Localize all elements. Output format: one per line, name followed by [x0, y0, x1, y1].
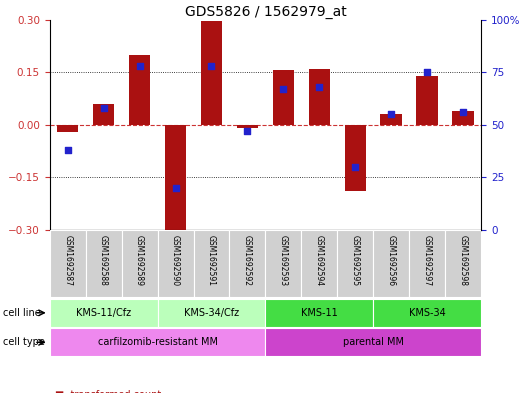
Text: GSM1692589: GSM1692589	[135, 235, 144, 286]
Bar	[345, 125, 366, 191]
Point	[459, 109, 468, 115]
Bar	[272, 70, 294, 125]
Bar	[266, 328, 481, 356]
Bar	[157, 299, 265, 327]
Point	[387, 111, 395, 118]
Bar	[201, 21, 222, 125]
Text: GSM1692590: GSM1692590	[171, 235, 180, 286]
Point	[243, 128, 252, 134]
Text: carfilzomib-resistant MM: carfilzomib-resistant MM	[98, 337, 218, 347]
Bar	[121, 230, 157, 297]
Point	[172, 185, 180, 191]
Bar	[93, 104, 115, 125]
Bar	[452, 111, 474, 125]
Bar	[445, 230, 481, 297]
Text: KMS-34: KMS-34	[409, 308, 446, 318]
Text: GSM1692591: GSM1692591	[207, 235, 216, 286]
Bar	[86, 230, 121, 297]
Bar	[416, 76, 438, 125]
Bar	[129, 55, 151, 125]
Bar	[165, 125, 186, 231]
Text: GSM1692587: GSM1692587	[63, 235, 72, 286]
Bar	[194, 230, 230, 297]
Point	[279, 86, 288, 92]
Text: KMS-34/Cfz: KMS-34/Cfz	[184, 308, 239, 318]
Text: KMS-11/Cfz: KMS-11/Cfz	[76, 308, 131, 318]
Point	[315, 84, 324, 90]
Text: ■  transformed count: ■ transformed count	[55, 390, 161, 393]
Bar	[337, 230, 373, 297]
Text: GSM1692593: GSM1692593	[279, 235, 288, 286]
Text: parental MM: parental MM	[343, 337, 404, 347]
Text: cell type: cell type	[3, 337, 44, 347]
Text: GSM1692596: GSM1692596	[387, 235, 396, 286]
Text: cell line: cell line	[3, 308, 40, 318]
Bar	[50, 230, 86, 297]
Text: GSM1692598: GSM1692598	[459, 235, 468, 286]
Bar	[236, 125, 258, 128]
Bar	[57, 125, 78, 132]
Bar	[373, 230, 409, 297]
Bar	[266, 230, 301, 297]
Bar	[373, 299, 481, 327]
Point	[135, 63, 144, 69]
Bar	[50, 299, 157, 327]
Title: GDS5826 / 1562979_at: GDS5826 / 1562979_at	[185, 5, 346, 18]
Bar	[301, 230, 337, 297]
Text: GSM1692588: GSM1692588	[99, 235, 108, 286]
Bar	[309, 69, 330, 125]
Bar	[230, 230, 266, 297]
Bar	[409, 230, 445, 297]
Point	[423, 69, 431, 75]
Text: GSM1692597: GSM1692597	[423, 235, 431, 286]
Point	[99, 105, 108, 111]
Text: GSM1692594: GSM1692594	[315, 235, 324, 286]
Bar	[157, 230, 194, 297]
Bar	[50, 328, 266, 356]
Bar	[380, 114, 402, 125]
Point	[207, 63, 215, 69]
Text: KMS-11: KMS-11	[301, 308, 338, 318]
Text: GSM1692592: GSM1692592	[243, 235, 252, 286]
Point	[351, 163, 359, 170]
Text: GSM1692595: GSM1692595	[351, 235, 360, 286]
Point	[63, 147, 72, 153]
Bar	[266, 299, 373, 327]
